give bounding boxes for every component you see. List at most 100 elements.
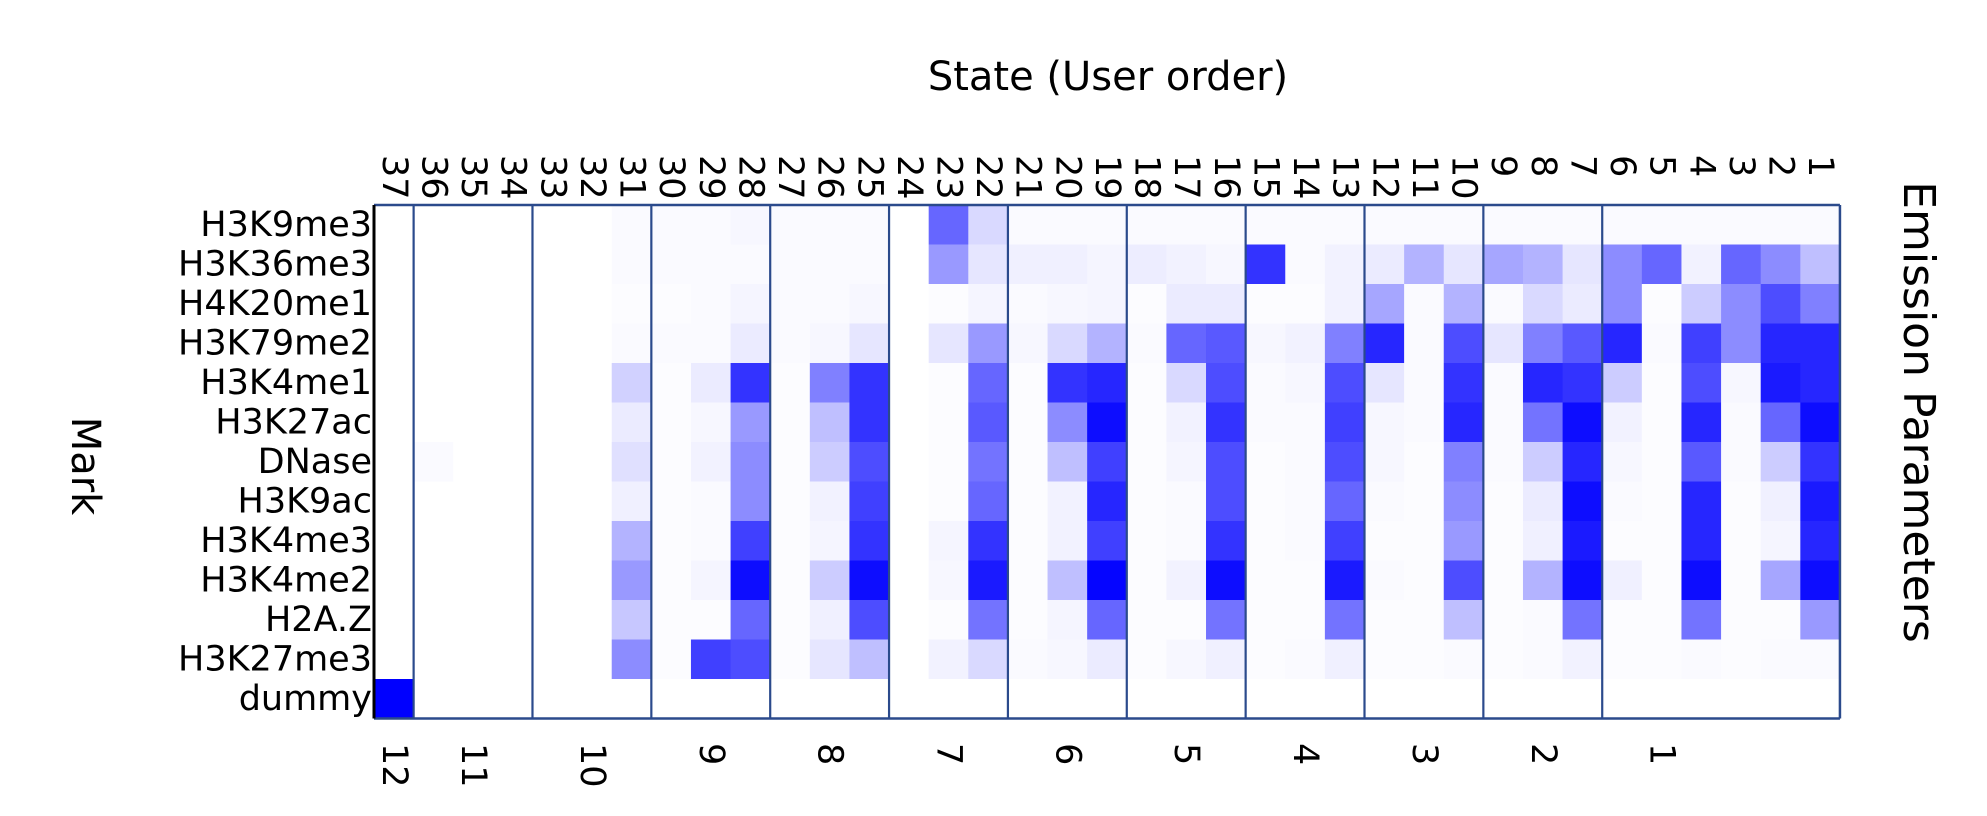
heatmap-cell — [690, 481, 732, 522]
heatmap-cell — [690, 402, 732, 443]
heatmap-cell — [809, 442, 851, 483]
heatmap-cell — [1324, 205, 1366, 246]
heatmap-cell — [1364, 205, 1405, 246]
heatmap-cell — [1641, 402, 1683, 443]
heatmap-cell — [413, 560, 454, 601]
heatmap-cell — [492, 205, 534, 246]
heatmap-cell — [651, 323, 692, 364]
heatmap-cell — [1324, 323, 1366, 364]
heatmap-cell — [1087, 521, 1128, 562]
heatmap-cell — [453, 363, 494, 404]
heatmap-cell — [1285, 639, 1326, 680]
heatmap-cell — [889, 560, 930, 601]
heatmap-cell — [809, 323, 851, 364]
heatmap-cell — [374, 323, 415, 364]
heatmap-cell — [1800, 560, 1841, 601]
heatmap-cell — [651, 205, 692, 246]
heatmap-cell — [1324, 442, 1366, 483]
heatmap-cell — [690, 442, 732, 483]
heatmap-cell — [928, 402, 969, 443]
heatmap-cell — [532, 284, 573, 325]
heatmap-cell — [849, 402, 890, 443]
state-tick-label: 33 — [532, 155, 572, 200]
heatmap-cell — [413, 205, 454, 246]
heatmap-cell — [1443, 481, 1484, 522]
state-tick-label: 14 — [1285, 155, 1325, 200]
state-tick-label: 5 — [1642, 155, 1682, 177]
heatmap-cell — [1047, 481, 1088, 522]
heatmap-cell — [1404, 205, 1445, 246]
heatmap-cell — [1562, 521, 1603, 562]
heatmap-cell — [1562, 560, 1603, 601]
state-tick-label: 13 — [1325, 155, 1365, 200]
heatmap-cell — [809, 560, 851, 601]
mark-tick-label: H4K20me1 — [178, 284, 372, 324]
heatmap-cell — [413, 284, 454, 325]
heatmap-cell — [770, 600, 811, 641]
heatmap-cell — [1760, 639, 1801, 680]
heatmap-cell — [1206, 560, 1247, 601]
heatmap-cell — [889, 600, 930, 641]
heatmap-cell — [809, 244, 851, 285]
heatmap-cell — [413, 481, 454, 522]
heatmap-cell — [1126, 600, 1167, 641]
heatmap-cell — [1047, 402, 1088, 443]
heatmap-cell — [1602, 205, 1643, 246]
heatmap-cell — [1126, 521, 1167, 562]
group-tick-label: 2 — [1523, 743, 1563, 765]
heatmap-cell — [730, 442, 771, 483]
heatmap-cell — [1800, 363, 1841, 404]
heatmap-cell — [849, 363, 890, 404]
heatmap-cell — [1483, 639, 1524, 680]
state-tick-label: 20 — [1047, 155, 1087, 200]
heatmap-cell — [1483, 244, 1524, 285]
heatmap-cell — [1285, 244, 1326, 285]
heatmap-cell — [889, 442, 930, 483]
heatmap-cell — [1760, 560, 1801, 601]
heatmap-cell — [809, 402, 851, 443]
heatmap-cell — [1166, 481, 1207, 522]
heatmap-cell — [1443, 560, 1484, 601]
heatmap-cell — [1007, 481, 1049, 522]
state-tick-label: 27 — [770, 155, 810, 200]
heatmap-cell — [1760, 402, 1801, 443]
heatmap-cell — [968, 600, 1009, 641]
heatmap-cell — [492, 679, 534, 720]
heatmap-cell — [1681, 679, 1722, 720]
state-tick-label: 7 — [1562, 155, 1602, 177]
heatmap-cell — [730, 402, 771, 443]
heatmap-cell — [1087, 323, 1128, 364]
heatmap-cell — [968, 323, 1009, 364]
heatmap-cell — [928, 639, 969, 680]
heatmap-cell — [1602, 560, 1643, 601]
heatmap-cell — [611, 284, 652, 325]
heatmap-cell — [1681, 600, 1722, 641]
group-dividers — [372, 203, 1842, 720]
heatmap-cell — [849, 323, 890, 364]
heatmap-cell — [572, 600, 613, 641]
heatmap-cell — [1047, 600, 1088, 641]
state-tick-label: 1 — [1800, 155, 1840, 177]
heatmap-cell — [1206, 284, 1247, 325]
heatmap-cell — [413, 363, 454, 404]
heatmap-cell — [572, 363, 613, 404]
mark-tick-label: H3K4me1 — [200, 363, 372, 403]
heatmap-cell — [1007, 521, 1049, 562]
heatmap-cell — [374, 521, 415, 562]
heatmap-cell — [690, 679, 732, 720]
heatmap-cell — [1126, 363, 1167, 404]
mark-tick-label: H3K9me3 — [200, 205, 372, 245]
heatmap-cell — [1721, 639, 1762, 680]
heatmap-cell — [1126, 323, 1167, 364]
heatmap-cell — [1681, 402, 1722, 443]
group-tick-label: 1 — [1642, 743, 1682, 765]
heatmap-cell — [1800, 205, 1841, 246]
heatmap-cell — [1206, 679, 1247, 720]
heatmap-cell — [1562, 244, 1603, 285]
heatmap-cell — [968, 205, 1009, 246]
heatmap-cell — [1206, 521, 1247, 562]
heatmap-cell — [1483, 205, 1524, 246]
heatmap-cell — [809, 679, 851, 720]
heatmap-cell — [1206, 244, 1247, 285]
heatmap-cell — [1364, 323, 1405, 364]
